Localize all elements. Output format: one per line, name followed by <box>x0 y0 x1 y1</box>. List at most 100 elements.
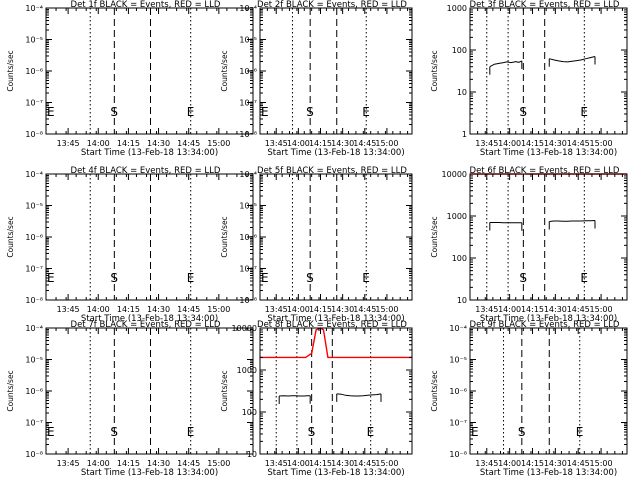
time-marker-label: S <box>519 105 527 119</box>
x-tick-label: 14:45 <box>353 459 376 468</box>
x-tick-label: 13:45 <box>57 139 80 148</box>
time-marker-label: S <box>306 105 314 119</box>
x-tick-label: 14:45 <box>353 305 376 314</box>
events-series-line <box>549 57 595 62</box>
y-axis-label: Counts/sec <box>220 370 229 411</box>
x-tick-label: 14:45 <box>177 139 200 148</box>
time-marker-label: E <box>362 105 370 119</box>
x-axis-label: Start Time (13-Feb-18 13:34:00) <box>81 468 218 478</box>
x-tick-label: 15:00 <box>375 139 398 148</box>
y-tick-label: 10⁻⁶ <box>449 387 467 396</box>
plot-frame <box>470 8 627 134</box>
y-tick-label: 10⁻⁴ <box>25 170 43 179</box>
y-tick-label: 10000 <box>232 324 257 333</box>
y-tick-label: 10⁻⁵ <box>25 202 43 211</box>
x-tick-label: 14:45 <box>567 459 590 468</box>
x-tick-label: 15:00 <box>207 305 230 314</box>
events-series-line <box>337 394 381 396</box>
y-axis-label: Counts/sec <box>6 50 15 91</box>
time-marker-label: S <box>519 271 527 285</box>
x-axis-label: Start Time (13-Feb-18 13:34:00) <box>267 468 404 478</box>
x-tick-label: 14:00 <box>87 305 110 314</box>
y-tick-label: 100 <box>452 254 467 263</box>
x-tick-label: 14:30 <box>544 139 567 148</box>
y-tick-label: 1000 <box>447 212 467 221</box>
y-axis-label: Counts/sec <box>430 50 439 91</box>
y-tick-label: 10⁻⁶ <box>25 387 43 396</box>
x-tick-label: 14:00 <box>498 459 521 468</box>
x-tick-label: 14:30 <box>331 459 354 468</box>
x-tick-label: 14:15 <box>309 305 332 314</box>
time-marker-label: E <box>187 425 195 439</box>
y-tick-label: 100 <box>452 46 467 55</box>
y-tick-label: 10⁻⁵ <box>449 356 467 365</box>
events-series-line <box>490 61 522 67</box>
x-axis-label: Start Time (13-Feb-18 13:34:00) <box>81 148 218 158</box>
x-tick-label: 14:15 <box>521 139 544 148</box>
y-tick-label: 10⁻⁶ <box>25 233 43 242</box>
x-tick-label: 14:15 <box>309 459 332 468</box>
time-marker-label: S <box>518 425 526 439</box>
y-axis-label: Counts/sec <box>6 216 15 257</box>
y-tick-label: 10⁻⁵ <box>239 36 257 45</box>
x-tick-label: 14:30 <box>147 139 170 148</box>
plot-frame <box>260 328 412 454</box>
time-marker-label: E <box>362 271 370 285</box>
y-tick-label: 1000 <box>237 366 257 375</box>
time-marker-label: E <box>187 271 195 285</box>
y-tick-label: 1 <box>462 130 467 139</box>
y-tick-label: 10⁻⁷ <box>25 419 43 428</box>
x-tick-label: 14:00 <box>287 305 310 314</box>
x-tick-label: 14:45 <box>353 139 376 148</box>
y-axis-label: Counts/sec <box>430 216 439 257</box>
y-tick-label: 10⁻⁵ <box>239 202 257 211</box>
x-tick-label: 15:00 <box>207 139 230 148</box>
plot-frame <box>470 174 627 300</box>
x-tick-label: 15:00 <box>590 305 613 314</box>
y-tick-label: 10⁻⁶ <box>239 233 257 242</box>
y-tick-label: 10⁻⁴ <box>239 4 257 13</box>
y-tick-label: 10⁻⁸ <box>25 130 43 139</box>
time-marker-label: E <box>576 425 584 439</box>
x-tick-label: 14:15 <box>117 459 140 468</box>
y-tick-label: 10⁻⁴ <box>239 170 257 179</box>
y-tick-label: 10⁻⁸ <box>239 130 257 139</box>
x-tick-label: 14:45 <box>567 139 590 148</box>
x-tick-label: 15:00 <box>375 459 398 468</box>
y-tick-label: 10000 <box>442 170 467 179</box>
y-tick-label: 1000 <box>447 4 467 13</box>
plot-frame <box>260 8 412 134</box>
y-tick-label: 10⁻⁶ <box>25 67 43 76</box>
y-tick-label: 10⁻⁷ <box>449 419 467 428</box>
y-tick-label: 10 <box>457 88 467 97</box>
x-tick-label: 13:45 <box>265 139 288 148</box>
x-axis-label: Start Time (13-Feb-18 13:34:00) <box>480 148 617 158</box>
x-tick-label: 14:15 <box>117 305 140 314</box>
x-axis-label: Start Time (13-Feb-18 13:34:00) <box>267 148 404 158</box>
x-tick-label: 13:45 <box>57 305 80 314</box>
y-tick-label: 10 <box>457 296 467 305</box>
y-tick-label: 10⁻⁵ <box>25 36 43 45</box>
x-tick-label: 14:00 <box>498 305 521 314</box>
y-axis-label: Counts/sec <box>430 370 439 411</box>
y-tick-label: 10⁻⁷ <box>25 265 43 274</box>
y-tick-label: 10⁻⁶ <box>239 67 257 76</box>
y-tick-label: 10⁻⁵ <box>25 356 43 365</box>
x-tick-label: 14:00 <box>287 459 310 468</box>
x-tick-label: 14:30 <box>544 305 567 314</box>
x-tick-label: 14:45 <box>177 305 200 314</box>
x-tick-label: 14:30 <box>331 139 354 148</box>
y-axis-label: Counts/sec <box>220 216 229 257</box>
events-series-line <box>549 221 595 222</box>
x-tick-label: 14:15 <box>521 305 544 314</box>
time-marker-label: S <box>110 271 118 285</box>
x-tick-label: 14:45 <box>567 305 590 314</box>
x-tick-label: 13:45 <box>265 459 288 468</box>
y-tick-label: 10⁻⁸ <box>449 450 467 459</box>
time-marker-label: S <box>110 105 118 119</box>
